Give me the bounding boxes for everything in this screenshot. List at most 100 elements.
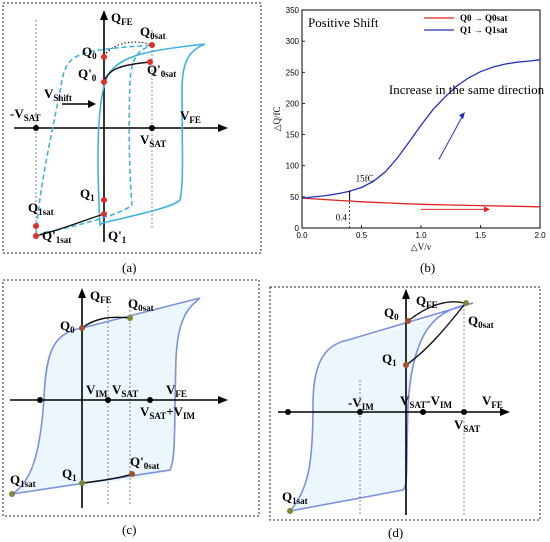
panel-c-label-q0: Q0 <box>60 318 75 335</box>
panel-c-label-q1: Q1 <box>62 466 77 483</box>
panel-c-y-arrow <box>78 288 86 298</box>
chart-frame <box>301 9 541 229</box>
panel-c-label-q0sat: Q0sat <box>128 296 154 313</box>
panel-d-label-qfe: QFE <box>416 293 438 310</box>
panel-c-dot-2 <box>105 397 111 403</box>
panel-a-label-q1sat: Q1sat <box>28 200 54 217</box>
panel-d: QFE Q0 Q0sat Q1 -VIM VSAT-VIM VFE VSAT Q… <box>269 286 541 540</box>
y-tick-label: 200 <box>286 99 300 108</box>
panel-c-dot-q1 <box>79 480 85 486</box>
y-tick-label: 250 <box>286 68 300 77</box>
panel-c-label-vsat-plus-vim: VSAT+VIM <box>140 404 196 421</box>
panel-c-dot-1 <box>37 397 43 403</box>
panel-c-q0-path <box>81 316 131 329</box>
panel-c-frame <box>2 279 260 517</box>
panel-a-label-q0sat: Q0sat <box>140 24 166 41</box>
panel-a-label-vfe: VFE <box>180 108 201 125</box>
panel-d-dot-2 <box>357 409 363 415</box>
chart-title: Positive Shift <box>308 15 379 30</box>
panel-d-q0-path <box>407 301 465 322</box>
panel-d-x-arrow <box>500 408 510 416</box>
panel-a-label-q1psat: Q'1sat <box>42 228 71 245</box>
panel-c-label-q1sat: Q1sat <box>10 472 36 489</box>
panel-a-dashed-loop <box>35 44 156 236</box>
panel-a-label-vshift: VShift <box>44 86 72 103</box>
panel-c-q1-path <box>81 473 133 484</box>
x-tick-label: 0.5 <box>356 231 368 240</box>
x-axis-label: △V/v <box>411 242 432 252</box>
panel-c-label-qfe: QFE <box>90 288 112 305</box>
panel-c-label-vim: VIM <box>86 382 108 399</box>
x-tick-label: 0.0 <box>296 231 308 240</box>
panel-d-dot-4 <box>461 409 467 415</box>
legend-label-q0: Q0 → Q0sat <box>460 13 508 23</box>
caption-d: (d) <box>388 525 403 540</box>
panel-c-dot-q1sat <box>9 491 15 497</box>
panel-d-loop-fill <box>290 303 473 511</box>
panel-a-q1-path <box>35 213 105 237</box>
panel-a-frame <box>2 2 262 254</box>
annotation-15fc: 15fC <box>356 173 374 183</box>
panel-a-dot-neg-vsat <box>33 125 39 131</box>
annotation-arrowhead-red <box>484 206 491 213</box>
panel-d-label-q0: Q0 <box>384 305 399 322</box>
y-tick-label: 350 <box>286 6 300 15</box>
panel-a-x-arrow <box>218 124 228 132</box>
panel-c-label-vsat: VSAT <box>112 382 138 399</box>
panel-a-label-q0psat: Q'0sat <box>147 62 176 79</box>
annotation-increase: Increase in the same direction <box>389 82 545 97</box>
panel-a-label-neg-vsat: -VSAT <box>10 106 41 123</box>
panel-c-label-q0psat: Q'0sat <box>130 454 159 471</box>
panel-c-x-arrow <box>218 396 228 404</box>
panel-d-q1-path <box>405 304 465 366</box>
panel-d-label-vsat-minus-vim: VSAT-VIM <box>400 393 452 410</box>
panel-d-dot-3 <box>420 409 426 415</box>
series-line-q1 <box>301 59 541 199</box>
panel-c-loop-fill <box>12 298 200 494</box>
panel-d-y-arrow <box>402 289 410 299</box>
panel-d-label-q1sat: Q1sat <box>282 489 308 506</box>
panel-b-chart: 0 50 100 150 200 250 300 350 0.0 0.5 1.0 1.5 2.0 △V/v… <box>272 6 546 275</box>
legend-label-q1: Q1 → Q1sat <box>460 25 508 35</box>
x-tick-label: 1.0 <box>415 231 427 240</box>
panel-a-dot-q1 <box>101 197 107 203</box>
panel-a-dot-q1sat <box>33 223 39 229</box>
caption-b: (b) <box>420 260 435 275</box>
panel-a-dot-q1p <box>101 211 107 217</box>
panel-d-label-vsat: VSAT <box>454 417 480 434</box>
panel-a-dot-q1psat <box>33 233 39 239</box>
panel-d-label-q1: Q1 <box>382 351 397 368</box>
x-tick-label: 1.5 <box>475 231 487 240</box>
annotation-arrow-blue <box>438 115 464 160</box>
caption-c: (c) <box>122 522 136 537</box>
panel-c-dot-q0psat <box>129 471 135 477</box>
annotation-0-4: 0.4 <box>336 213 348 223</box>
y-tick-label: 0 <box>295 224 300 233</box>
panel-a-dot-q0p <box>101 79 107 85</box>
panel-d-loop <box>287 302 474 513</box>
panel-c-dot-q0sat <box>127 315 133 321</box>
caption-a: (a) <box>122 260 136 275</box>
panel-a-y-arrow <box>100 10 108 20</box>
y-tick-label: 100 <box>286 162 300 171</box>
panel-d-dot-1 <box>285 409 291 415</box>
panel-c-dot-q0 <box>79 325 85 331</box>
panel-a-dot-q0psat <box>147 59 153 65</box>
y-tick-label: 300 <box>286 37 300 46</box>
chart-plot-area: 0 50 100 150 200 250 300 350 0.0 0.5 1.0 1.5 2.0 △V/v… <box>272 6 546 252</box>
panel-d-label-q0sat: Q0sat <box>468 313 494 330</box>
panel-a-dot-q0sat <box>149 42 155 48</box>
panel-a-label-vsat: VSAT <box>140 132 166 149</box>
series-line-q0 <box>301 197 541 208</box>
panel-a-dotted-arc <box>103 41 153 57</box>
panel-d-dot-q0sat <box>463 300 469 306</box>
panel-a-label-q1p: Q'1 <box>108 228 127 245</box>
panel-a-label-qfe: QFE <box>111 10 133 27</box>
y-tick-label: 50 <box>290 193 299 202</box>
panel-a-shift-arrowhead <box>88 100 96 108</box>
panel-a-solid-loop <box>97 43 206 227</box>
panel-c: QFE Q0sat Q0 VIM VSAT VFE VSAT+VIM Q'0sa… <box>2 279 260 537</box>
panel-d-dot-q1sat <box>287 508 293 514</box>
panel-c-dot-3 <box>147 397 153 403</box>
panel-a-label-q0p: Q'0 <box>78 66 97 83</box>
